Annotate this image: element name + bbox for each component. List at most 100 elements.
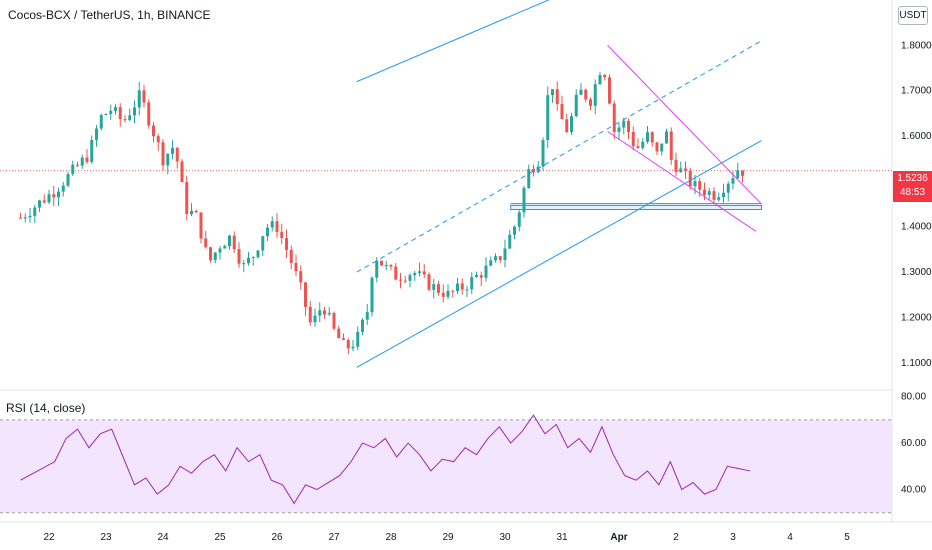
candle-body-108: [532, 169, 535, 173]
candle-body-16: [95, 128, 98, 140]
candle-body-141: [688, 170, 692, 187]
candle-body-84: [418, 271, 421, 273]
candle-body-6: [47, 194, 51, 203]
candle-body-57: [289, 249, 293, 264]
candle-body-145: [707, 191, 711, 195]
candle-body-134: [655, 142, 659, 152]
candle-body-90: [446, 290, 450, 297]
candle-body-142: [693, 181, 697, 187]
candle-body-113: [555, 89, 559, 104]
candle-body-25: [137, 90, 141, 108]
candle-body-34: [180, 161, 184, 183]
candle-body-103: [508, 234, 512, 249]
last-price-value: 1.5236: [897, 173, 928, 184]
candle-body-85: [422, 271, 426, 275]
candle-body-96: [475, 275, 478, 278]
candle-body-37: [194, 210, 198, 213]
candle-body-10: [66, 174, 70, 186]
last-price-tag: 1.5236 48:53: [893, 171, 932, 202]
rsi-header[interactable]: RSI (14, close): [6, 401, 86, 415]
candle-body-114: [560, 103, 564, 120]
candle-body-44: [228, 235, 231, 247]
candle-body-0: [19, 217, 22, 219]
candle-body-52: [266, 227, 269, 237]
candle-body-74: [370, 277, 374, 313]
candle-body-110: [541, 140, 545, 167]
candle-body-87: [432, 284, 436, 290]
candle-body-31: [166, 153, 170, 166]
candle-body-61: [308, 306, 312, 323]
candle-body-49: [251, 256, 255, 258]
candle-body-78: [389, 265, 393, 267]
rsi-line: [20, 414, 751, 505]
candle-body-4: [38, 200, 41, 208]
candle-body-64: [323, 310, 326, 315]
time-tick-label-9: 31: [556, 532, 568, 543]
candle-body-39: [204, 238, 208, 248]
candle-body-152: [741, 170, 744, 176]
candle-body-76: [380, 260, 383, 266]
candle-body-91: [451, 290, 455, 292]
candle-body-20: [114, 107, 117, 111]
candle-body-111: [546, 95, 550, 141]
time-tick-label-7: 29: [442, 532, 454, 543]
candle-body-136: [665, 131, 668, 144]
candle-body-59: [299, 271, 303, 283]
candle-body-68: [342, 338, 345, 340]
channel-mid-line: [356, 40, 762, 273]
candle-body-23: [128, 115, 132, 121]
candle-body-150: [731, 178, 735, 184]
candle-body-101: [498, 256, 502, 260]
currency-selector[interactable]: USDT: [898, 6, 928, 25]
candle-body-28: [152, 125, 155, 137]
symbol-header[interactable]: Cocos-BCX / TetherUS, 1h, BINANCE: [8, 8, 211, 22]
candle-body-51: [261, 236, 265, 251]
candle-body-117: [574, 94, 578, 117]
candle-body-151: [736, 170, 740, 179]
channel-lower-line: [356, 140, 762, 368]
candle-body-48: [247, 257, 250, 264]
candle-body-139: [679, 168, 683, 173]
candle-body-102: [503, 248, 507, 260]
candle-body-65: [327, 313, 331, 315]
price-tick-label-3: 1.4000: [901, 222, 932, 233]
candle-body-82: [408, 275, 412, 281]
candle-body-12: [76, 164, 79, 166]
candle-body-56: [285, 238, 288, 250]
candle-body-15: [90, 139, 94, 162]
candle-body-36: [190, 210, 193, 215]
candle-body-38: [199, 212, 203, 239]
candle-body-143: [698, 181, 702, 190]
candle-body-99: [489, 260, 493, 266]
rsi-tick-label-1: 60.00: [901, 438, 926, 449]
candle-body-109: [536, 166, 540, 173]
candle-body-50: [256, 250, 260, 257]
candle-body-121: [593, 84, 597, 106]
candle-body-72: [361, 319, 364, 332]
candle-body-128: [627, 120, 630, 132]
candle-body-18: [104, 114, 108, 116]
candle-body-75: [375, 260, 379, 278]
time-tick-label-8: 30: [499, 532, 511, 543]
candle-body-83: [413, 272, 417, 276]
candle-body-133: [650, 132, 654, 143]
candle-body-21: [118, 107, 122, 120]
candle-body-24: [133, 107, 136, 116]
candle-body-9: [61, 185, 65, 192]
candle-body-146: [712, 191, 716, 200]
candle-body-118: [579, 89, 583, 95]
candle-body-86: [427, 274, 431, 290]
candle-body-58: [294, 263, 298, 272]
candle-body-54: [275, 221, 279, 232]
candle-body-81: [403, 280, 407, 282]
candle-body-130: [636, 146, 640, 148]
time-tick-label-4: 26: [271, 532, 283, 543]
candle-body-106: [522, 188, 526, 213]
candle-body-62: [313, 315, 317, 323]
candle-body-13: [80, 157, 84, 166]
candle-body-77: [384, 265, 388, 267]
candle-body-149: [726, 183, 730, 193]
candle-body-120: [589, 99, 592, 106]
price-tick-label-4: 1.3000: [901, 267, 932, 278]
